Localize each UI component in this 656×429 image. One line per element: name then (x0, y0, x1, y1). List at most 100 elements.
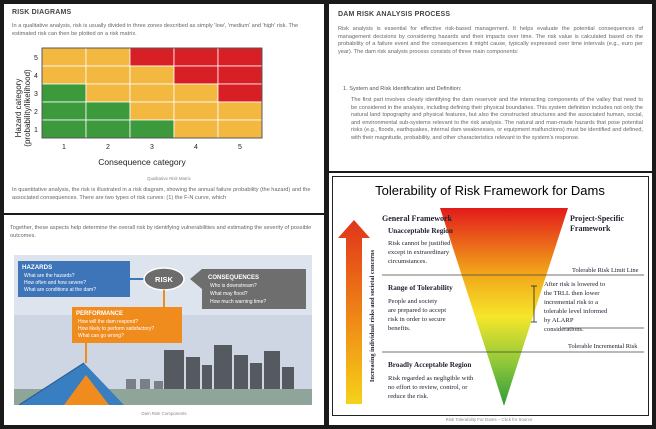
performance-title: PERFORMANCE (76, 311, 123, 317)
risk-components-caption: Dam Risk Components (141, 411, 187, 416)
tolerability-range-line: People and society (388, 298, 438, 305)
consequences-item: Who is downstream? (210, 283, 257, 289)
risk-analysis-process-panel: DAM RISK ANALYSIS PROCESS Risk analysis … (329, 4, 652, 171)
risk-diagrams-panel: RISK DIAGRAMS In a qualitative analysis,… (4, 4, 324, 213)
matrix-cell-low (85, 119, 131, 139)
risk-cone (440, 208, 568, 406)
alarp-line: After risk is lowered to (544, 281, 606, 288)
matrix-cell-medium (85, 47, 131, 67)
acceptable-title: Broadly Acceptable Region (388, 361, 471, 369)
matrix-y-tick: 2 (34, 109, 38, 116)
process-step-title: 1. System and Risk Identification and De… (343, 86, 462, 92)
matrix-y-tick: 4 (34, 73, 38, 80)
matrix-y-label-1: Hazard category (14, 79, 23, 138)
incremental-risk-label: Tolerable Incremental Risk (568, 343, 638, 350)
performance-item: How likely to perform satisfactory? (78, 326, 154, 332)
alarp-line: incremental risk to a (544, 299, 598, 306)
matrix-cell-medium (173, 101, 219, 121)
matrix-cell-medium (217, 119, 263, 139)
consequences-box (190, 269, 306, 309)
tolerability-range-title: Range of Tolerability (388, 284, 453, 292)
hazards-item: What are the hazards? (24, 273, 75, 279)
matrix-x-tick: 1 (62, 144, 66, 151)
dam-shape (64, 375, 109, 405)
unacceptable-title: Unacceptable Region (388, 227, 453, 235)
hazards-box (18, 261, 130, 297)
acceptable-line: reduce the risk. (388, 393, 429, 400)
matrix-cell-medium (85, 65, 131, 85)
risk-matrix-grid (41, 47, 263, 139)
matrix-cell-high (173, 65, 219, 85)
process-intro: Risk analysis is essential for effective… (338, 26, 643, 55)
consequences-item: What may flood? (210, 291, 248, 297)
risk-components-intro: Together, these aspects help determine t… (10, 225, 312, 239)
risk-label: RISK (155, 275, 174, 284)
risk-components-diagram: HAZARDS What are the hazards? How often … (14, 255, 312, 405)
risk-components-panel: Together, these aspects help determine t… (4, 215, 324, 425)
matrix-cell-medium (85, 83, 131, 103)
performance-item: How will the dam respond? (78, 319, 138, 325)
increasing-risk-arrow (338, 220, 370, 404)
matrix-x-tick: 5 (238, 144, 242, 151)
limit-line-label: Tolerable Risk Limit Line (572, 267, 639, 274)
acceptable-line: no effort to review, control, or (388, 384, 468, 391)
matrix-cell-low (41, 101, 87, 121)
matrix-y-label-2: (probability/likelihood) (23, 69, 32, 147)
matrix-cell-high (217, 65, 263, 85)
matrix-x-tick: 4 (194, 144, 198, 151)
general-framework-heading: General Framework (382, 214, 453, 223)
matrix-cell-low (41, 119, 87, 139)
risk-diagrams-heading: RISK DIAGRAMS (12, 9, 72, 16)
tolerability-range-line: are prepared to accept (388, 307, 446, 314)
matrix-y-tick: 5 (34, 55, 38, 62)
matrix-y-tick: 1 (34, 127, 38, 134)
risk-matrix-figure: 1 2 3 4 5 1 2 3 4 5 Consequence category Hazard … (14, 47, 263, 167)
project-specific-heading-1: Project-Specific (570, 214, 624, 223)
project-specific-heading-2: Framework (570, 224, 611, 233)
performance-box (72, 307, 182, 343)
unacceptable-line: Risk cannot be justified (388, 240, 451, 247)
matrix-cell-high (217, 83, 263, 103)
process-heading: DAM RISK ANALYSIS PROCESS (338, 11, 451, 18)
unacceptable-line: except in extraordinary (388, 249, 450, 256)
matrix-cell-medium (41, 65, 87, 85)
unacceptable-line: circumstances. (388, 258, 427, 265)
performance-item: What can go wrong? (78, 333, 124, 339)
matrix-x-tick: 3 (150, 144, 154, 151)
process-step-text: The first part involves clearly identify… (351, 97, 643, 141)
hazards-item: How often and how severe? (24, 280, 86, 286)
consequences-item: How much warning time? (210, 299, 266, 305)
matrix-cell-high (129, 47, 175, 67)
tolerability-range-line: risk in order to secure (388, 316, 446, 323)
matrix-cell-low (85, 101, 131, 121)
matrix-cell-medium (41, 47, 87, 67)
city-skyline (164, 345, 294, 395)
tolerability-panel: Tolerability of Risk Framework for Dams … (329, 173, 652, 425)
risk-diagrams-outro: In quantitative analysis, the risk is il… (12, 187, 311, 201)
risk-matrix-caption: Qualitative Risk Matrix (147, 176, 191, 181)
alarp-line: the TRLL then lower (544, 290, 600, 297)
houses (126, 379, 163, 389)
matrix-frame (41, 47, 263, 139)
consequences-title: CONSEQUENCES (208, 275, 259, 281)
alarp-line: by ALARP (544, 317, 574, 324)
tolerability-range-line: benefits. (388, 325, 411, 332)
hazards-title: HAZARDS (22, 264, 52, 271)
risk-diagrams-intro: In a qualitative analysis, risk is usual… (12, 23, 299, 37)
tolerability-caption: Risk Tolerability For Dams – Click for S… (445, 417, 533, 422)
alarp-line: considerations. (544, 326, 584, 333)
acceptable-line: Risk regarded as negligible with (388, 375, 474, 382)
matrix-cell-medium (173, 119, 219, 139)
matrix-x-tick: 2 (106, 144, 110, 151)
matrix-cell-medium (173, 83, 219, 103)
vertical-axis-label: Increasing individual risks and societal… (369, 249, 376, 382)
matrix-cell-low (129, 119, 175, 139)
tolerability-title: Tolerability of Risk Framework for Dams (375, 183, 605, 198)
matrix-cell-medium (217, 101, 263, 121)
matrix-x-label: Consequence category (98, 157, 186, 167)
matrix-cell-medium (129, 101, 175, 121)
matrix-cell-medium (129, 83, 175, 103)
matrix-cell-high (173, 47, 219, 67)
matrix-cell-medium (129, 65, 175, 85)
matrix-cell-high (217, 47, 263, 67)
